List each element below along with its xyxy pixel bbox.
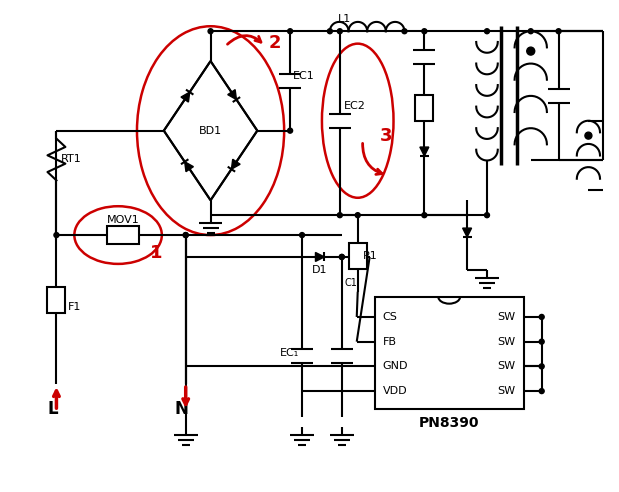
Circle shape	[539, 314, 544, 319]
Circle shape	[337, 213, 342, 217]
Circle shape	[402, 29, 407, 34]
Text: VDD: VDD	[383, 386, 407, 396]
Circle shape	[485, 213, 490, 217]
Bar	[48, 287, 66, 312]
Text: C1: C1	[345, 278, 358, 288]
Polygon shape	[228, 90, 236, 99]
Polygon shape	[316, 252, 324, 261]
Bar	[348, 243, 366, 269]
Circle shape	[485, 29, 490, 34]
Circle shape	[337, 29, 342, 34]
Text: FB: FB	[383, 337, 397, 347]
Polygon shape	[420, 147, 429, 156]
Circle shape	[585, 132, 592, 139]
Circle shape	[208, 29, 213, 34]
Circle shape	[300, 233, 305, 238]
Text: PN8390: PN8390	[419, 416, 480, 430]
Text: RT1: RT1	[61, 154, 81, 164]
Text: SW: SW	[498, 362, 516, 371]
Circle shape	[539, 339, 544, 344]
Circle shape	[528, 29, 533, 34]
Circle shape	[183, 233, 188, 238]
Circle shape	[327, 29, 332, 34]
Text: R1: R1	[363, 251, 378, 261]
Text: BD1: BD1	[199, 125, 222, 136]
Circle shape	[422, 29, 427, 34]
Circle shape	[339, 254, 344, 259]
Bar	[374, 297, 524, 409]
Text: EC2: EC2	[344, 101, 366, 111]
Polygon shape	[232, 159, 240, 169]
Circle shape	[422, 213, 427, 217]
Polygon shape	[462, 228, 472, 237]
Text: L: L	[47, 400, 58, 418]
Text: F1: F1	[68, 302, 82, 312]
Bar	[415, 95, 433, 121]
Text: L1: L1	[338, 14, 351, 24]
Polygon shape	[181, 92, 189, 102]
Text: SW: SW	[498, 312, 516, 322]
Polygon shape	[184, 162, 193, 172]
Text: CS: CS	[383, 312, 397, 322]
Text: 2: 2	[268, 34, 281, 52]
Text: 1: 1	[150, 244, 162, 262]
Text: N: N	[175, 400, 189, 418]
Bar	[107, 226, 139, 244]
Circle shape	[183, 233, 188, 238]
Circle shape	[355, 213, 360, 217]
Circle shape	[288, 128, 293, 133]
Text: EC₁: EC₁	[280, 348, 300, 358]
Circle shape	[339, 254, 344, 259]
Circle shape	[539, 389, 544, 394]
Circle shape	[288, 29, 293, 34]
Circle shape	[54, 233, 59, 238]
Text: SW: SW	[498, 337, 516, 347]
Text: EC1: EC1	[293, 71, 315, 81]
Circle shape	[556, 29, 561, 34]
Text: GND: GND	[383, 362, 408, 371]
Circle shape	[539, 364, 544, 369]
Text: SW: SW	[498, 386, 516, 396]
Circle shape	[527, 47, 535, 55]
Text: MOV1: MOV1	[106, 215, 139, 225]
Text: D1: D1	[312, 265, 327, 275]
Text: 3: 3	[379, 126, 392, 145]
